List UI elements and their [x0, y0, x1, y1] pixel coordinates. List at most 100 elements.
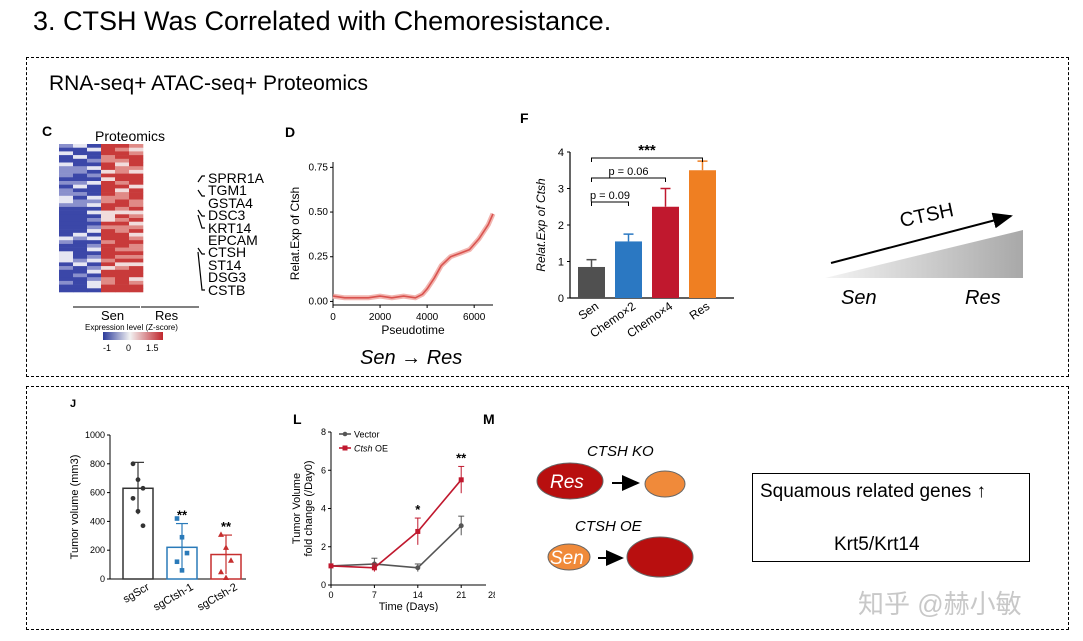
heatmap-cell: [115, 232, 130, 237]
heatmap-cell: [115, 169, 130, 174]
heatmap-cell: [129, 273, 144, 278]
heatmap-cell: [87, 158, 102, 163]
panel-d-letter: D: [285, 124, 296, 140]
heatmap-cell: [101, 273, 116, 278]
heatmap-cell: [73, 210, 88, 215]
gene-label: SPRR1A: [208, 170, 265, 186]
heatmap-cell: [87, 273, 102, 278]
data-point: [135, 477, 141, 483]
heatmap-cell: [59, 199, 74, 204]
data-point: [371, 565, 377, 571]
y-tick-label: 4: [321, 504, 326, 514]
significance-label: **: [221, 519, 232, 534]
heatmap-cell: [87, 155, 102, 160]
heatmap-cell: [115, 218, 130, 222]
bar-chemo-4: [652, 206, 679, 298]
x-tick-label: 0: [328, 590, 333, 600]
fold-change-line-chart: 0 2 4 6 8 0 7 14 21 28 Time (Days) Tumor Volumefold…: [291, 427, 495, 612]
heatmap-cell: [59, 184, 74, 189]
heatmap-cell: [101, 251, 116, 256]
heatmap-cell: [115, 266, 130, 271]
heatmap-cell: [59, 258, 74, 263]
heatmap-cell: [101, 158, 116, 163]
heatmap-cell: [101, 255, 116, 259]
heatmap-cell: [115, 273, 130, 278]
heatmap-cell: [73, 255, 88, 259]
y-tick-label: 0.25: [309, 252, 329, 263]
heatmap-cell: [101, 181, 116, 185]
heatmap-cell: [115, 240, 130, 245]
heatmap-cell: [129, 288, 144, 293]
panel-m-letter: M: [483, 411, 495, 427]
heatmap-cell: [101, 243, 116, 248]
bar-chemo-2: [615, 241, 642, 298]
heatmap-cell: [129, 221, 144, 226]
slide-title: 3. CTSH Was Correlated with Chemoresista…: [33, 6, 612, 36]
heatmap-cell: [87, 181, 102, 185]
heatmap-cell: [129, 266, 144, 271]
heatmap-cell: [87, 173, 102, 178]
heatmap-cell: [59, 229, 74, 234]
heatmap-cell: [87, 284, 102, 289]
section-subtitle: RNA-seq+ ATAC-seq+ Proteomics: [49, 72, 368, 95]
top-section-frame: [26, 57, 1069, 377]
connector-cstb: [197, 251, 205, 291]
gene-label: CTSH: [208, 244, 247, 261]
heatmap-cell: [129, 240, 144, 245]
significance-label: **: [456, 450, 467, 465]
heatmap-cell: [115, 162, 130, 167]
heatmap-cell: [73, 258, 88, 263]
heatmap-cell: [115, 144, 130, 148]
heatmap-cell: [59, 266, 74, 271]
heatmap-cell: [73, 166, 88, 171]
heatmap-cell: [59, 181, 74, 185]
heatmap-cell: [101, 169, 116, 174]
y-tick-label: 600: [90, 488, 105, 498]
heatmap-cell: [59, 273, 74, 278]
heatmap-cell: [87, 214, 102, 219]
heatmap-cell: [115, 158, 130, 163]
heatmap-cell: [73, 206, 88, 211]
y-axis-label: Tumor Volume: [291, 473, 303, 544]
gene-label-connectors: [197, 175, 205, 291]
gene-label: KRT14: [208, 219, 252, 236]
heatmap-cell: [87, 229, 102, 234]
heatmap-cell: [87, 151, 102, 156]
heatmap-cell: [129, 173, 144, 178]
heatmap-cell: [87, 166, 102, 171]
heatmap-cell: [115, 147, 130, 152]
heatmap-cell: [101, 203, 116, 208]
data-point: [415, 528, 421, 534]
heatmap-cell: [73, 273, 88, 278]
heatmap-cell: [101, 277, 116, 282]
heatmap-cell: [59, 288, 74, 293]
data-point: [174, 559, 180, 565]
ko-oe-schematic: CTSH KO Res CTSH OE Sen: [536, 443, 694, 578]
heatmap-cell: [59, 255, 74, 259]
heatmap-cell: [115, 243, 130, 248]
y-tick-label: 3: [558, 184, 564, 196]
heatmap-cell: [73, 229, 88, 234]
heatmap-cell: [73, 218, 88, 222]
heatmap-cell: [73, 284, 88, 289]
x-tick-label: 14: [413, 590, 423, 600]
heatmap-cell: [87, 184, 102, 189]
series-line-vector: [330, 525, 462, 569]
conclusion-text-markers: Krt5/Krt14: [834, 534, 920, 555]
series-line-ctsh: [332, 213, 494, 299]
category-label: Res: [687, 299, 713, 323]
sig-sen-res-bracket: [591, 157, 703, 162]
heatmap-cell: [101, 280, 116, 285]
heatmap-cell: [129, 151, 144, 156]
connector-ctsh: [197, 247, 205, 255]
y-tick-label: 400: [90, 516, 105, 526]
heatmap-cell: [115, 255, 130, 259]
heatmap-cell: [73, 173, 88, 178]
trend-graphic: CTSH: [825, 199, 1023, 278]
heatmap-cell: [87, 240, 102, 245]
heatmap-cell: [87, 225, 102, 230]
heatmap-cell: [73, 181, 88, 185]
heatmap-cell: [73, 144, 88, 148]
heatmap-cell: [101, 240, 116, 245]
heatmap-cell: [59, 162, 74, 167]
